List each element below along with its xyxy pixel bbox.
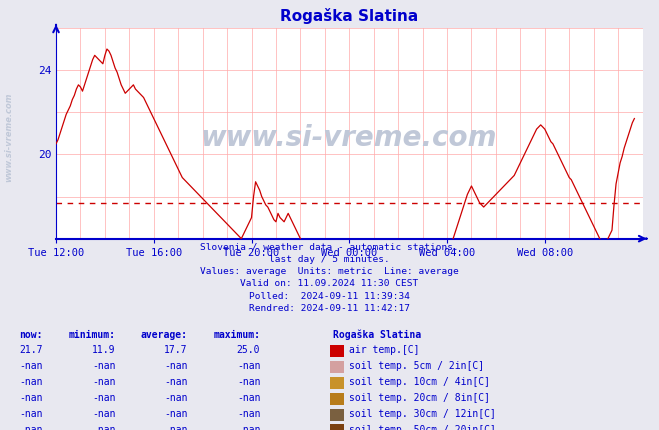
Text: -nan: -nan [92,409,115,419]
Text: -nan: -nan [19,377,43,387]
Text: soil temp. 50cm / 20in[C]: soil temp. 50cm / 20in[C] [349,425,496,430]
Text: soil temp. 30cm / 12in[C]: soil temp. 30cm / 12in[C] [349,409,496,419]
Text: -nan: -nan [237,425,260,430]
Text: -nan: -nan [92,377,115,387]
Text: -nan: -nan [237,377,260,387]
Text: -nan: -nan [164,393,188,403]
Text: air temp.[C]: air temp.[C] [349,345,420,356]
Text: 17.7: 17.7 [164,345,188,356]
Text: -nan: -nan [92,393,115,403]
Text: www.si-vreme.com: www.si-vreme.com [201,123,498,151]
Text: -nan: -nan [237,393,260,403]
Text: -nan: -nan [164,409,188,419]
Text: -nan: -nan [164,425,188,430]
Text: maximum:: maximum: [214,329,260,340]
Title: Rogaška Slatina: Rogaška Slatina [280,8,418,24]
Text: -nan: -nan [19,361,43,372]
Text: -nan: -nan [19,425,43,430]
Text: www.si-vreme.com: www.si-vreme.com [4,93,13,182]
Text: -nan: -nan [19,393,43,403]
Text: now:: now: [19,329,43,340]
Text: -nan: -nan [92,361,115,372]
Text: minimum:: minimum: [69,329,115,340]
Text: 21.7: 21.7 [19,345,43,356]
Text: soil temp. 10cm / 4in[C]: soil temp. 10cm / 4in[C] [349,377,490,387]
Text: -nan: -nan [19,409,43,419]
Text: 25.0: 25.0 [237,345,260,356]
Text: -nan: -nan [237,409,260,419]
Text: soil temp. 20cm / 8in[C]: soil temp. 20cm / 8in[C] [349,393,490,403]
Text: -nan: -nan [164,377,188,387]
Text: soil temp. 5cm / 2in[C]: soil temp. 5cm / 2in[C] [349,361,484,372]
Text: Rogaška Slatina: Rogaška Slatina [333,329,421,340]
Text: -nan: -nan [164,361,188,372]
Text: -nan: -nan [92,425,115,430]
Text: 11.9: 11.9 [92,345,115,356]
Text: -nan: -nan [237,361,260,372]
Text: average:: average: [141,329,188,340]
Text: Slovenia / weather data - automatic stations.
last day / 5 minutes.
Values: aver: Slovenia / weather data - automatic stat… [200,243,459,313]
